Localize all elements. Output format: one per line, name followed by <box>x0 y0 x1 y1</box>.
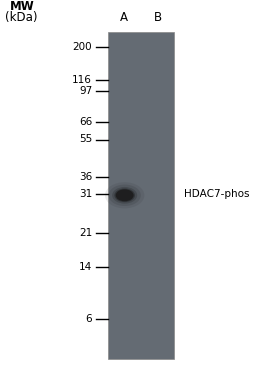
Text: 66: 66 <box>79 117 92 127</box>
Text: (kDa): (kDa) <box>5 11 38 24</box>
Bar <box>108 32 174 359</box>
Ellipse shape <box>116 189 134 201</box>
Ellipse shape <box>112 187 137 203</box>
Ellipse shape <box>105 182 144 208</box>
Text: 55: 55 <box>79 135 92 144</box>
Text: 14: 14 <box>79 262 92 272</box>
Text: 31: 31 <box>79 189 92 199</box>
Text: 21: 21 <box>79 228 92 237</box>
Ellipse shape <box>114 189 135 202</box>
Text: 6: 6 <box>86 314 92 324</box>
Text: 200: 200 <box>72 42 92 51</box>
Ellipse shape <box>109 185 141 206</box>
Text: B: B <box>153 11 162 24</box>
Text: A: A <box>120 11 128 24</box>
Text: 116: 116 <box>72 75 92 85</box>
Text: MW: MW <box>10 0 35 13</box>
Text: 97: 97 <box>79 86 92 96</box>
Text: HDAC7-phos: HDAC7-phos <box>184 189 250 199</box>
Text: 36: 36 <box>79 172 92 182</box>
